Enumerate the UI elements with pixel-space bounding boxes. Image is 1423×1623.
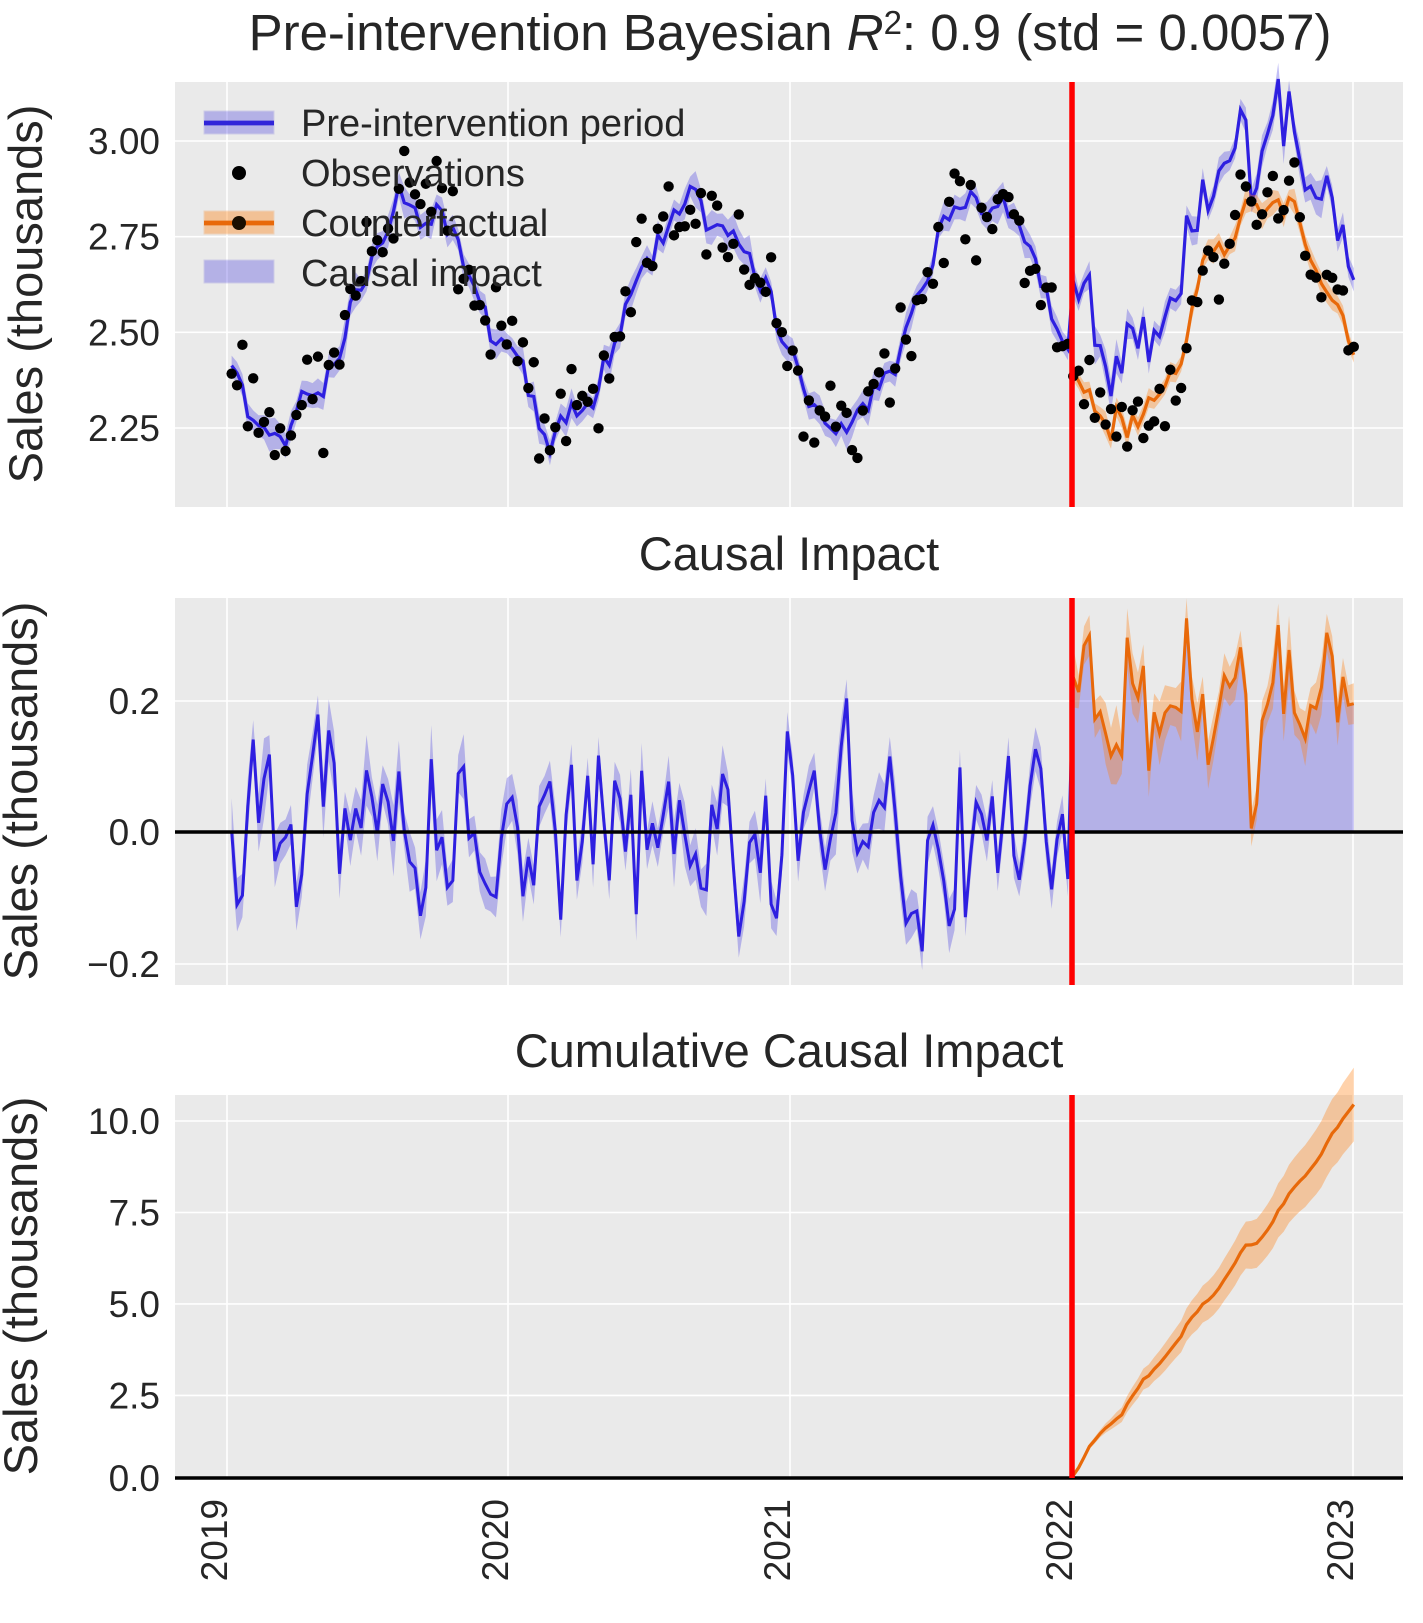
svg-text:10.0: 10.0: [88, 1101, 160, 1142]
svg-text:Causal Impact: Causal Impact: [639, 527, 939, 580]
svg-text:2022: 2022: [1039, 1499, 1080, 1581]
svg-text:2.25: 2.25: [88, 408, 160, 449]
svg-text:2.75: 2.75: [88, 217, 160, 258]
svg-text:2023: 2023: [1320, 1499, 1361, 1581]
svg-text:Counterfactual: Counterfactual: [301, 203, 548, 245]
svg-text:2.50: 2.50: [88, 312, 160, 353]
svg-text:0.0: 0.0: [109, 812, 160, 853]
svg-text:0.0: 0.0: [109, 1458, 160, 1499]
svg-text:2.5: 2.5: [109, 1375, 160, 1416]
svg-text:2019: 2019: [194, 1499, 235, 1581]
svg-text:Cumulative Causal Impact: Cumulative Causal Impact: [515, 1024, 1064, 1077]
svg-text:Causal impact: Causal impact: [301, 253, 542, 295]
svg-text:Pre-intervention period: Pre-intervention period: [301, 103, 685, 145]
svg-text:5.0: 5.0: [109, 1284, 160, 1325]
svg-text:2020: 2020: [475, 1499, 516, 1581]
svg-text:Sales (thousands): Sales (thousands): [0, 1097, 47, 1476]
svg-text:Sales (thousands): Sales (thousands): [0, 602, 47, 981]
svg-text:2021: 2021: [757, 1499, 798, 1581]
svg-text:−0.2: −0.2: [87, 944, 160, 985]
svg-text:3.00: 3.00: [88, 121, 160, 162]
svg-text:Observations: Observations: [301, 153, 525, 195]
svg-text:0.2: 0.2: [109, 681, 160, 722]
svg-text:7.5: 7.5: [109, 1193, 160, 1234]
svg-text:Pre-intervention Bayesian R2:: Pre-intervention Bayesian R2: 0.9 (std =…: [249, 4, 1332, 61]
svg-text:Sales (thousands): Sales (thousands): [0, 105, 52, 484]
